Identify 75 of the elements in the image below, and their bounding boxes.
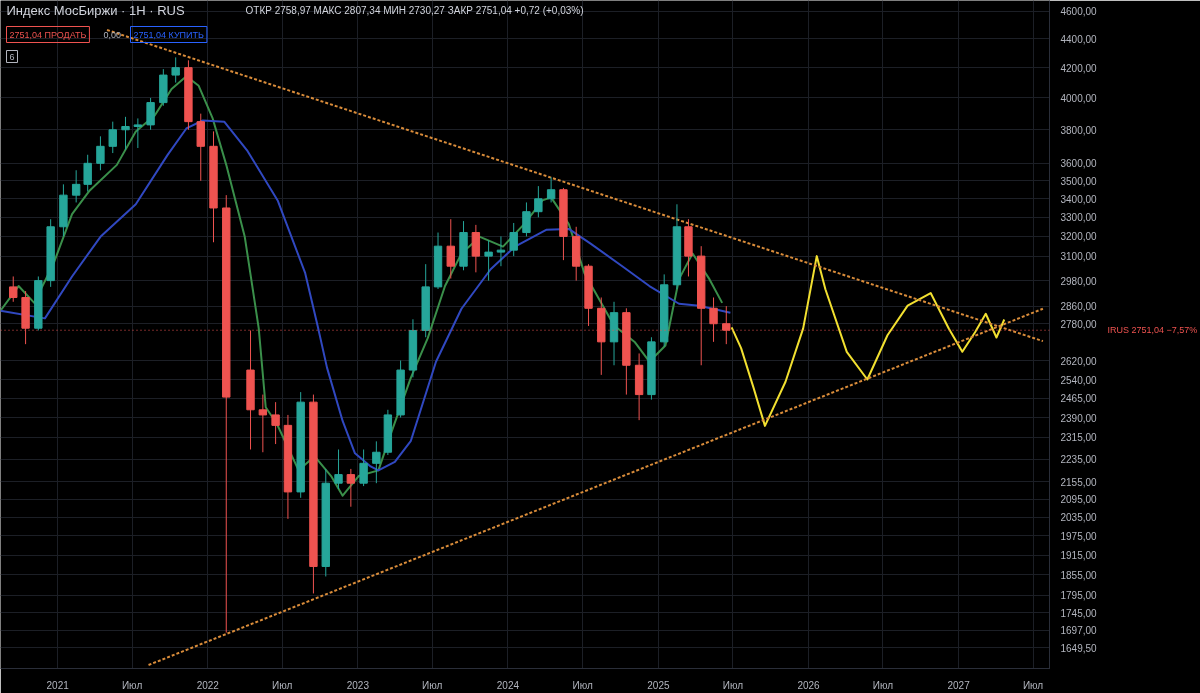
y-tick-label: 4600,00: [1060, 6, 1098, 18]
y-tick-label: 1745,00: [1060, 607, 1098, 619]
y-tick-label: 2540,00: [1060, 374, 1098, 386]
y-tick-label: 3100,00: [1060, 251, 1098, 263]
candlestick: [83, 154, 92, 193]
candlestick: [133, 117, 143, 149]
x-tick-label: Июл: [272, 679, 293, 691]
candlestick: [9, 275, 18, 303]
candlestick: [96, 135, 105, 171]
y-tick-label: 3400,00: [1060, 193, 1098, 205]
candlestick: [496, 235, 506, 267]
annotation: 2751,04 КУПИТЬ: [133, 29, 205, 40]
x-tick-label: 2022: [196, 679, 220, 691]
y-tick-label: 2035,00: [1060, 512, 1098, 524]
y-tick-label: 3300,00: [1060, 212, 1098, 224]
x-tick-label: Июл: [422, 679, 443, 691]
candlestick: [484, 239, 493, 282]
y-tick-label: 2620,00: [1060, 355, 1098, 367]
y-tick-label: 1975,00: [1060, 530, 1098, 542]
candlestick: [359, 449, 368, 487]
y-tick-label: 2465,00: [1060, 393, 1098, 405]
chart-title: Индекс МосБиржи · 1H · RUS: [6, 3, 185, 18]
y-tick-label: 3200,00: [1060, 231, 1098, 243]
candlestick: [534, 185, 543, 218]
x-tick-label: Июл: [1022, 679, 1044, 691]
candlestick: [346, 468, 356, 508]
annotation: 2751,04 ПРОДАТЬ: [9, 29, 87, 40]
y-tick-label: 3800,00: [1060, 124, 1098, 136]
x-tick-label: 2024: [496, 679, 520, 691]
candlestick: [509, 222, 518, 257]
candlestick: [71, 169, 81, 203]
candlestick: [146, 97, 155, 131]
candlestick: [522, 201, 531, 237]
candlestick: [121, 116, 130, 151]
y-tick-label: 2155,00: [1060, 476, 1098, 488]
x-tick-label: 2021: [46, 679, 70, 691]
candlestick: [334, 449, 343, 490]
x-tick-label: 2025: [647, 679, 670, 691]
annotation: 6: [9, 51, 15, 62]
x-tick-label: Июл: [572, 679, 594, 691]
y-tick-label: 2315,00: [1060, 432, 1098, 444]
y-tick-label: 3600,00: [1060, 158, 1098, 170]
candlestick: [258, 394, 268, 453]
candlestick: [171, 56, 180, 84]
x-tick-label: Июл: [872, 679, 894, 691]
candlestick: [446, 218, 455, 280]
y-tick-label: 1855,00: [1060, 569, 1098, 581]
y-tick-label: 4400,00: [1060, 33, 1098, 45]
candlestick: [471, 224, 481, 273]
y-tick-label: 1649,50: [1060, 642, 1098, 654]
y-tick-label: 3500,00: [1060, 175, 1098, 187]
y-tick-label: 2095,00: [1060, 494, 1098, 506]
y-tick-label: 4200,00: [1060, 62, 1098, 74]
line-series: [0, 119, 732, 472]
y-tick-label: 4000,00: [1060, 92, 1098, 104]
annotation: 0,00: [103, 29, 122, 40]
y-tick-label: 2980,00: [1060, 275, 1098, 287]
y-tick-label: 1795,00: [1060, 590, 1098, 602]
text: ОТКР 2758,97 МАКС 2807,34 МИН 2730,27 ЗАКР 2751,04 +0,72 (+0,03%): [245, 5, 584, 16]
x-tick-label: 2023: [346, 679, 370, 691]
y-tick-label: 2390,00: [1060, 412, 1098, 424]
x-tick-label: 2027: [947, 679, 971, 691]
y-tick-label: 1697,00: [1060, 625, 1098, 637]
y-tick-label: 2860,00: [1060, 301, 1098, 313]
candlestick: [372, 440, 381, 484]
y-tick-label: 2780,00: [1060, 318, 1098, 330]
ref-line-label: IRUS 2751,04 −7,57%: [1107, 325, 1198, 336]
candlestick: [546, 176, 556, 203]
x-tick-label: Июл: [722, 679, 744, 691]
y-tick-label: 2235,00: [1060, 454, 1098, 466]
y-tick-label: 1915,00: [1060, 550, 1098, 562]
candlestick: [271, 401, 280, 445]
candlestick: [108, 121, 117, 154]
x-tick-label: 2026: [797, 679, 821, 691]
x-tick-label: Июл: [121, 679, 143, 691]
